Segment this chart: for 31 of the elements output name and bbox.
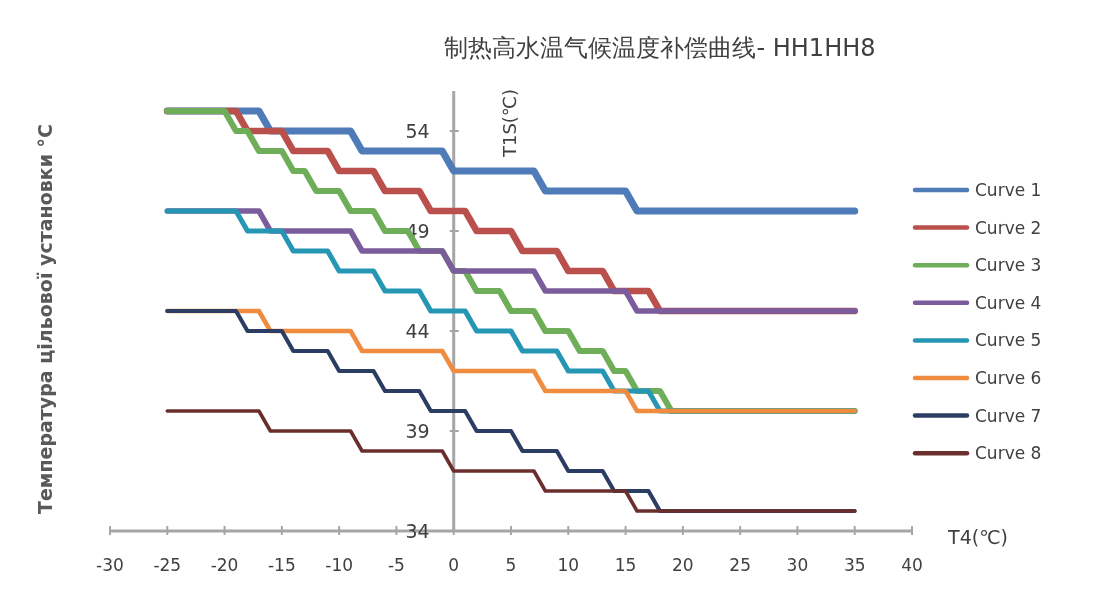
chart-title: 制热高水温气候温度补偿曲线- HH1HH8: [444, 34, 876, 62]
x-tick-label: 40: [901, 555, 923, 575]
x-tick-label: 0: [448, 555, 460, 575]
x-tick-label: -25: [153, 555, 182, 575]
legend-label: Curve 7: [975, 405, 1042, 426]
legend-label: Curve 8: [975, 443, 1042, 464]
x-tick-label: 20: [672, 555, 694, 575]
x-tick-label: -20: [210, 555, 239, 575]
legend-label: Curve 4: [975, 292, 1042, 313]
y-tick-label: 34: [405, 520, 430, 542]
annotation: T1S(℃): [498, 88, 520, 159]
legend-label: Curve 3: [975, 255, 1042, 276]
x-tick-label: 25: [729, 555, 751, 575]
x-tick-label: 30: [786, 555, 809, 575]
x-tick-label: -5: [387, 555, 405, 575]
x-axis-title: T4(℃): [947, 526, 1008, 548]
legend-label: Curve 5: [975, 330, 1042, 351]
legend-label: Curve 6: [975, 368, 1042, 388]
y-tick-label: 44: [405, 320, 430, 342]
legend-label: Curve 2: [975, 217, 1042, 238]
x-tick-label: 5: [505, 555, 517, 575]
x-tick-label: -10: [325, 555, 354, 575]
y-axis-title: Температура цільової установки °C: [34, 124, 56, 514]
legend-label: Curve 1: [975, 180, 1042, 200]
x-tick-label: 15: [614, 555, 637, 575]
x-tick-label: 10: [557, 555, 580, 575]
x-tick-label: -15: [267, 555, 296, 575]
x-tick-label: -30: [96, 555, 124, 575]
x-tick-label: 35: [843, 555, 866, 575]
y-tick-label: 39: [405, 420, 430, 442]
y-tick-label: 54: [405, 120, 430, 142]
